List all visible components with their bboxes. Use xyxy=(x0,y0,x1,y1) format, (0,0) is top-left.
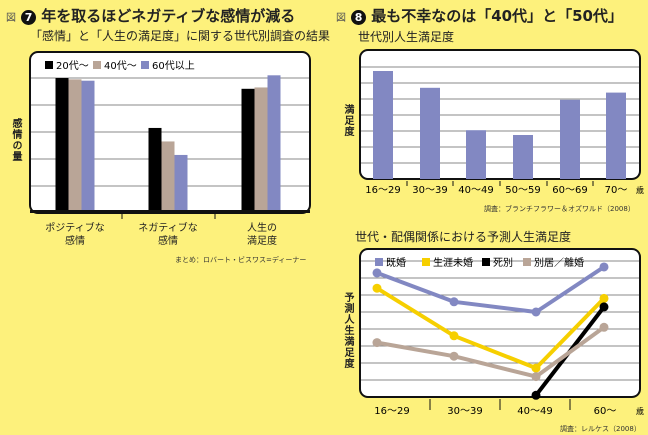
legend-swatch xyxy=(482,258,490,266)
chart3-svg: 既婚 生涯未婚 死別 別居／離婚 16〜29 30〜39 40〜49 60〜 歳 xyxy=(359,248,644,417)
legend-label: 生涯未婚 xyxy=(433,256,473,269)
chart1-category-label: ネガティブな 感情 xyxy=(128,222,208,248)
category-text: ネガティブな 感情 xyxy=(138,223,198,247)
bar-1-0 xyxy=(68,79,82,213)
chart1-ylabel: 感情の量 xyxy=(10,118,21,162)
chart1-category-label: 人生の 満足度 xyxy=(222,222,302,248)
chart1-source: まとめ：ロバート・ビスワス=ディーナー xyxy=(175,256,307,264)
legend-swatch xyxy=(45,61,53,69)
legend-swatch xyxy=(422,258,430,266)
bar-4 xyxy=(560,99,580,179)
figure-number: 7 xyxy=(21,10,37,25)
data-point-2 xyxy=(599,302,609,312)
figure-label: 図 xyxy=(336,13,346,24)
bar-1-1 xyxy=(161,141,175,213)
bar-2-2 xyxy=(267,75,281,213)
legend-label: 別居／離婚 xyxy=(534,256,584,269)
chart1-category-label: ポジティブな 感情 xyxy=(35,222,115,248)
series-line-1 xyxy=(375,286,606,371)
data-point-0 xyxy=(599,262,609,272)
x-unit-label: 歳 xyxy=(636,406,644,416)
figure-label: 図 xyxy=(6,13,16,24)
x-tick-label: 40〜49 xyxy=(517,406,552,417)
x-tick-label: 30〜39 xyxy=(447,406,482,417)
bar-3 xyxy=(513,135,533,179)
bar-5 xyxy=(606,92,626,179)
legend-label: 死別 xyxy=(493,257,513,269)
figure-7-title: 年を取るほどネガティブな感情が減る xyxy=(41,7,296,25)
data-point-0 xyxy=(372,268,382,278)
chart1-svg: 20代〜 40代〜 60代以上 xyxy=(29,51,311,219)
bar-0-1 xyxy=(148,127,162,213)
x-tick-label: 60〜 xyxy=(594,406,617,417)
legend-swatch xyxy=(93,61,101,69)
chart3-ylabel: 予測人生満足度 xyxy=(342,292,353,369)
legend-swatch xyxy=(523,258,531,266)
data-point-3 xyxy=(531,372,541,382)
bar-2 xyxy=(466,130,486,179)
x-unit-label: 歳 xyxy=(636,185,644,195)
figure-8-header: 図 8 最も不幸なのは「40代」と「50代」 xyxy=(336,5,623,26)
legend-label: 40代〜 xyxy=(104,60,137,72)
data-point-0 xyxy=(531,307,541,317)
legend-label: 20代〜 xyxy=(56,60,89,72)
data-point-2 xyxy=(531,390,541,400)
data-point-1 xyxy=(449,331,459,341)
figure-7-header: 図 7 年を取るほどネガティブな感情が減る xyxy=(6,5,295,26)
category-text: ポジティブな 感情 xyxy=(45,223,105,247)
figure-8-title: 最も不幸なのは「40代」と「50代」 xyxy=(371,7,623,25)
bar-0-0 xyxy=(55,78,69,213)
figure-7-subtitle: 「感情」と「人生の満足度」に関する世代別調査の結果 xyxy=(30,29,331,43)
figure-8-subtitle: 世代別人生満足度 xyxy=(358,30,455,44)
x-tick-label: 40〜49 xyxy=(458,185,493,196)
legend-swatch xyxy=(375,258,383,266)
x-tick-label: 70〜 xyxy=(605,185,628,196)
data-point-3 xyxy=(449,351,459,361)
series-line-0 xyxy=(376,265,606,314)
chart2-ylabel: 満足度 xyxy=(342,104,353,137)
data-point-3 xyxy=(599,322,609,332)
legend-label: 60代以上 xyxy=(152,60,195,72)
x-tick-label: 16〜29 xyxy=(374,406,409,417)
x-tick-label: 50〜59 xyxy=(505,185,540,196)
bar-1-2 xyxy=(254,87,268,213)
chart3-title: 世代・配偶関係における予測人生満足度 xyxy=(355,230,572,244)
data-point-3 xyxy=(372,338,382,348)
chart2-svg: 16〜29 30〜39 40〜49 50〜59 60〜69 70〜歳 xyxy=(359,49,644,196)
legend-swatch xyxy=(141,61,149,69)
bar-2-0 xyxy=(81,80,95,213)
data-point-1 xyxy=(531,363,541,373)
series-line-3 xyxy=(376,325,606,379)
chart2-source: 調査：ブランチフラワー＆オズワルド（2008） xyxy=(484,205,635,213)
x-tick-label: 30〜39 xyxy=(412,185,447,196)
bar-0-2 xyxy=(241,88,255,213)
plot-area xyxy=(359,248,641,398)
bar-1 xyxy=(420,87,440,179)
bar-0 xyxy=(373,71,393,179)
category-text: 人生の 満足度 xyxy=(247,223,277,247)
chart3-source: 調査：レルケス（2008） xyxy=(560,425,641,433)
figure-number: 8 xyxy=(351,10,367,25)
x-tick-label: 60〜69 xyxy=(552,185,587,196)
x-tick-label: 16〜29 xyxy=(365,185,400,196)
data-point-0 xyxy=(449,297,459,307)
legend-label: 既婚 xyxy=(386,256,406,269)
bar-2-1 xyxy=(174,154,188,213)
data-point-1 xyxy=(599,293,609,303)
baseline xyxy=(30,210,310,213)
data-point-1 xyxy=(372,283,382,293)
